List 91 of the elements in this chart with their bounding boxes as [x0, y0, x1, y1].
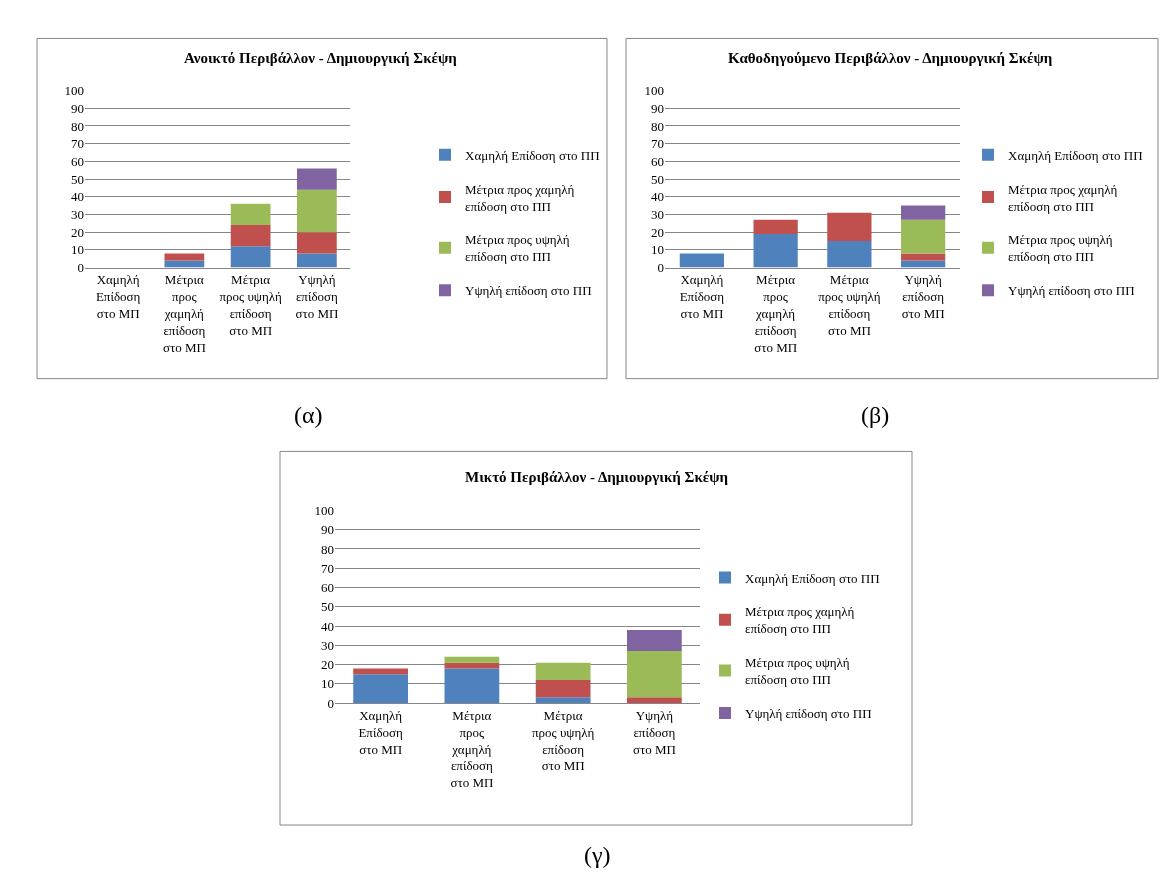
y-tick-label: 20	[71, 224, 84, 240]
legend-label: Χαμηλή Επίδοση στο ΠΠ	[745, 570, 880, 586]
y-tick-label: 30	[651, 207, 664, 223]
legend-label: Μέτρια προς χαμηλή επίδοση στο ΠΠ	[465, 181, 575, 214]
legend-label: Μέτρια προς υψηλή επίδοση στο ΠΠ	[745, 655, 850, 688]
bar	[901, 260, 946, 268]
bar	[753, 219, 798, 234]
x-tick-label: Μέτρια προς υψηλή επίδοση στο ΜΠ	[219, 272, 282, 338]
chart-title: Καθοδηγούμενο Περιβάλλον - Δημιουργική Σκέψη	[728, 50, 1053, 66]
y-tick-label: 60	[651, 153, 664, 169]
y-tick-label: 10	[321, 676, 334, 692]
y-tick-label: 70	[71, 136, 84, 152]
chart-title: Ανοικτό Περιβάλλον - Δημιουργική Σκέψη	[184, 50, 457, 66]
y-tick-label: 100	[644, 83, 664, 99]
y-tick-label: 10	[651, 242, 664, 258]
bar	[444, 656, 500, 663]
y-tick-label: 70	[651, 136, 664, 152]
y-tick-label: 90	[321, 522, 334, 538]
y-tick-label: 40	[321, 618, 334, 634]
legend-label: Υψηλή επίδοση στο ΠΠ	[745, 706, 872, 722]
bar	[901, 219, 946, 254]
legend-label: Χαμηλή Επίδοση στο ΠΠ	[1008, 147, 1143, 163]
legend-label: Μέτρια προς χαμηλή επίδοση στο ΠΠ	[745, 604, 855, 637]
y-tick-label: 90	[651, 100, 664, 116]
bar	[535, 680, 591, 698]
y-tick-label: 0	[657, 260, 664, 276]
legend-label: Μέτρια προς υψηλή επίδοση στο ΠΠ	[1008, 232, 1113, 265]
bar	[164, 253, 205, 261]
legend-label: Υψηλή επίδοση στο ΠΠ	[1008, 283, 1135, 299]
y-tick-label: 70	[321, 560, 334, 576]
legend-label: Χαμηλή Επίδοση στο ΠΠ	[465, 147, 600, 163]
bar	[679, 253, 724, 268]
bar	[230, 203, 271, 226]
y-tick-label: 80	[321, 541, 334, 557]
bar	[827, 241, 872, 268]
y-tick-label: 50	[321, 599, 334, 615]
y-tick-label: 10	[71, 242, 84, 258]
text: (β)	[861, 402, 890, 428]
bar	[297, 168, 337, 190]
bar	[164, 260, 205, 268]
bar	[827, 212, 872, 241]
bar	[627, 629, 682, 652]
bar	[901, 205, 946, 220]
bar	[353, 668, 408, 675]
bar	[353, 674, 408, 704]
text: (α)	[294, 402, 323, 428]
bar	[627, 697, 682, 704]
x-tick-label: Χαμηλή Επίδοση στο ΜΠ	[95, 272, 141, 321]
legend-label: Μέτρια προς χαμηλή επίδοση στο ΠΠ	[1008, 181, 1118, 214]
x-tick-label: Υψηλή επίδοση στο ΜΠ	[901, 272, 945, 321]
legend-label: Μέτρια προς υψηλή επίδοση στο ΠΠ	[465, 232, 570, 265]
x-tick-label: Χαμηλή Επίδοση στο ΜΠ	[679, 272, 725, 321]
x-tick-label: Υψηλή επίδοση στο ΜΠ	[295, 272, 339, 321]
y-tick-label: 80	[71, 118, 84, 134]
bar	[753, 233, 798, 268]
y-tick-label: 0	[327, 695, 334, 711]
x-tick-label: Μέτρια προς χαμηλή επίδοση στο ΜΠ	[162, 272, 206, 355]
y-tick-label: 80	[651, 118, 664, 134]
x-tick-label: Μέτρια προς χαμηλή επίδοση στο ΜΠ	[754, 272, 798, 355]
bar	[627, 651, 682, 698]
bar	[901, 253, 946, 261]
x-tick-label: Μέτρια προς υψηλή επίδοση στο ΜΠ	[818, 272, 881, 338]
text: (γ)	[584, 842, 611, 868]
y-tick-label: 20	[651, 224, 664, 240]
bar	[297, 189, 337, 233]
legend-label: Υψηλή επίδοση στο ΠΠ	[465, 283, 592, 299]
bar	[230, 246, 271, 268]
bar	[297, 232, 337, 254]
x-tick-label: Υψηλή επίδοση στο ΜΠ	[632, 707, 676, 757]
y-tick-label: 100	[314, 502, 334, 518]
bar	[535, 662, 591, 680]
y-tick-label: 60	[71, 153, 84, 169]
y-tick-label: 60	[321, 580, 334, 596]
y-tick-label: 30	[71, 207, 84, 223]
bar	[444, 668, 500, 704]
bar	[535, 697, 591, 704]
x-tick-label: Χαμηλή Επίδοση στο ΜΠ	[358, 707, 404, 757]
bar	[297, 253, 337, 268]
y-tick-label: 90	[71, 100, 84, 116]
y-tick-label: 50	[651, 171, 664, 187]
y-tick-label: 40	[651, 189, 664, 205]
y-tick-label: 40	[71, 189, 84, 205]
y-tick-label: 50	[71, 171, 84, 187]
y-tick-label: 100	[64, 83, 84, 99]
y-tick-label: 0	[77, 260, 84, 276]
y-tick-label: 20	[321, 657, 334, 673]
x-tick-label: Μέτρια προς υψηλή επίδοση στο ΜΠ	[531, 707, 595, 774]
y-tick-label: 30	[321, 637, 334, 653]
chart-title: Μικτό Περιβάλλον - Δημιουργική Σκέψη	[465, 469, 728, 485]
bar	[230, 225, 271, 247]
x-tick-label: Μέτρια προς χαμηλή επίδοση στο ΜΠ	[450, 707, 494, 791]
